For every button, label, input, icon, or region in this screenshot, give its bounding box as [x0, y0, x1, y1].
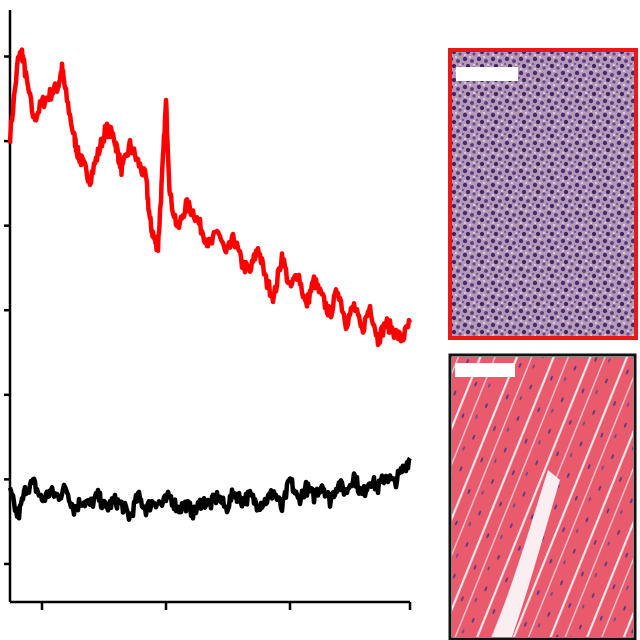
muscle-tissue-gap — [492, 470, 560, 637]
tumor-histology-frame — [448, 48, 638, 340]
tumor-histology-panel — [448, 48, 638, 340]
series-line-1 — [7, 47, 413, 348]
muscle-histology-panel — [448, 353, 637, 640]
muscle-scale-bar — [455, 363, 515, 377]
tumor-scale-bar — [456, 67, 518, 81]
axes — [4, 10, 412, 610]
series-layer — [7, 47, 413, 522]
muscle-histology-frame — [448, 353, 637, 640]
tumor-histology-image — [452, 52, 634, 336]
series-line-2 — [7, 456, 412, 522]
